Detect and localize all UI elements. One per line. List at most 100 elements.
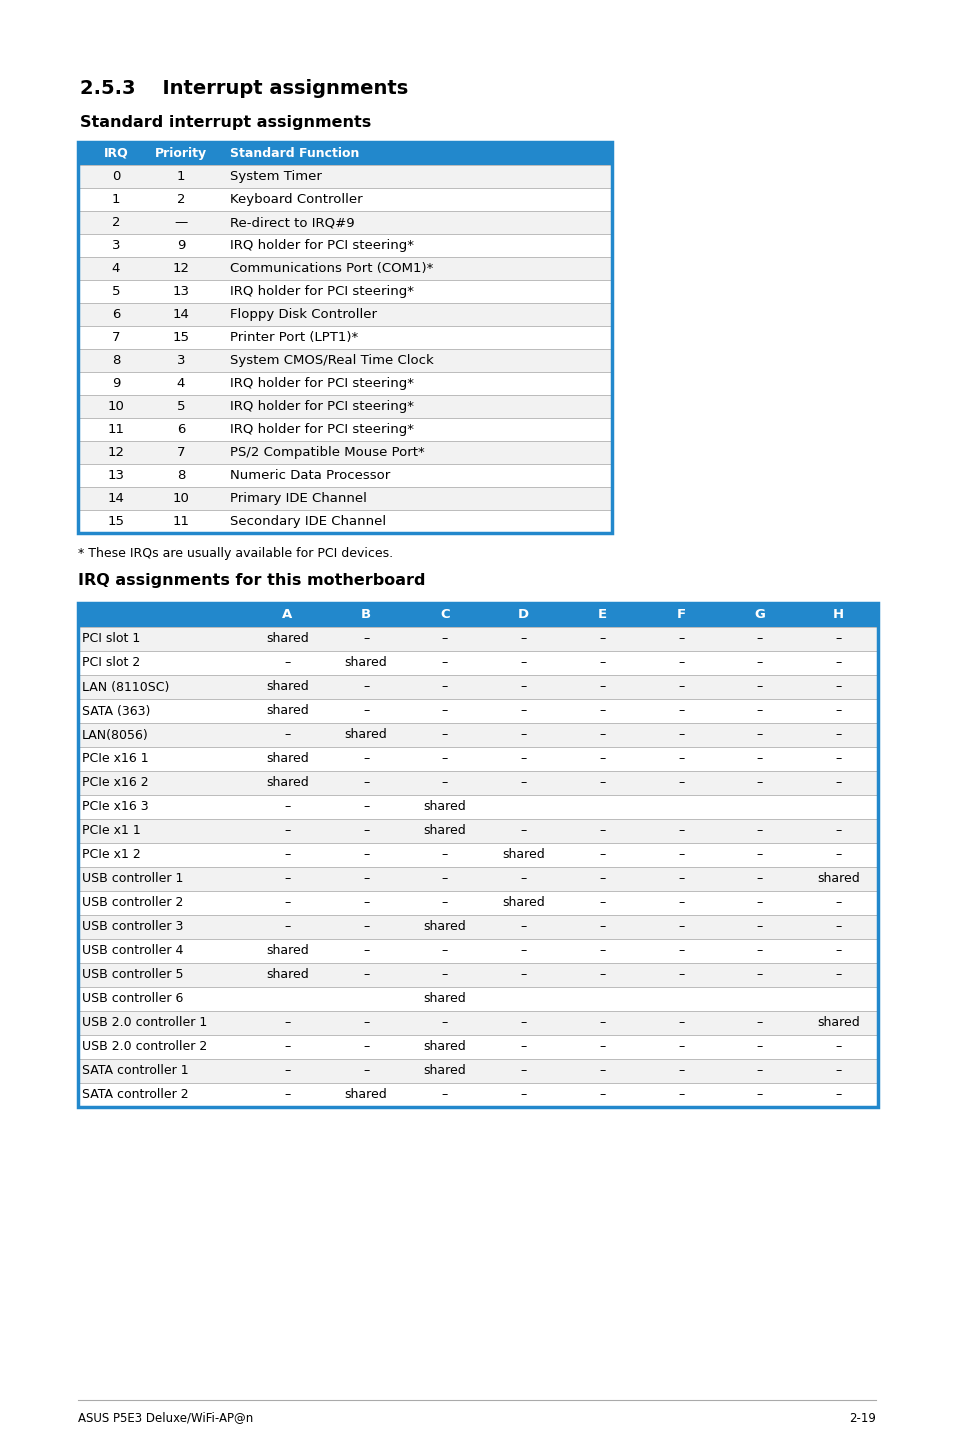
Text: –: –	[756, 657, 762, 670]
Text: 6: 6	[176, 423, 185, 436]
Text: –: –	[678, 824, 683, 837]
Text: –: –	[284, 920, 291, 933]
Text: shared: shared	[266, 777, 309, 789]
Text: IRQ holder for PCI steering*: IRQ holder for PCI steering*	[230, 400, 414, 413]
Text: 3: 3	[112, 239, 120, 252]
Bar	[78, 418, 612, 441]
Text: –: –	[363, 752, 369, 765]
Text: PCIe x16 1: PCIe x16 1	[82, 752, 149, 765]
Text: –: –	[835, 777, 841, 789]
Text: 7: 7	[176, 446, 185, 459]
Text: 4: 4	[112, 262, 120, 275]
Text: shared: shared	[501, 848, 544, 861]
Text: C: C	[439, 608, 449, 621]
Text: –: –	[598, 705, 605, 718]
Bar	[78, 820, 877, 843]
Text: –: –	[756, 896, 762, 909]
Text: Keyboard Controller: Keyboard Controller	[230, 193, 362, 206]
Text: USB controller 6: USB controller 6	[82, 992, 183, 1005]
Text: –: –	[835, 1064, 841, 1077]
Text: 2: 2	[112, 216, 120, 229]
Bar	[78, 699, 877, 723]
Text: shared: shared	[423, 992, 466, 1005]
Text: IRQ holder for PCI steering*: IRQ holder for PCI steering*	[230, 423, 414, 436]
Bar	[78, 915, 877, 939]
Text: –: –	[756, 945, 762, 958]
Text: –: –	[598, 969, 605, 982]
Text: IRQ holder for PCI steering*: IRQ holder for PCI steering*	[230, 239, 414, 252]
Text: –: –	[520, 777, 526, 789]
Text: 13: 13	[108, 469, 125, 482]
Text: –: –	[756, 752, 762, 765]
Text: shared: shared	[817, 873, 859, 886]
Text: –: –	[835, 1089, 841, 1102]
Text: 7: 7	[112, 331, 120, 344]
Text: –: –	[520, 705, 526, 718]
Text: –: –	[284, 1041, 291, 1054]
Bar	[78, 603, 877, 627]
Text: –: –	[363, 705, 369, 718]
Text: –: –	[363, 945, 369, 958]
Text: PCIe x16 2: PCIe x16 2	[82, 777, 149, 789]
Bar	[78, 510, 612, 533]
Text: USB controller 4: USB controller 4	[82, 945, 183, 958]
Text: USB controller 2: USB controller 2	[82, 896, 183, 909]
Text: –: –	[598, 824, 605, 837]
Text: –: –	[678, 1064, 683, 1077]
Text: –: –	[520, 1089, 526, 1102]
Text: –: –	[598, 945, 605, 958]
Text: –: –	[678, 729, 683, 742]
Text: 0: 0	[112, 170, 120, 183]
Text: 10: 10	[108, 400, 124, 413]
Text: –: –	[756, 848, 762, 861]
Bar	[78, 372, 612, 395]
Text: –: –	[284, 873, 291, 886]
Text: –: –	[678, 896, 683, 909]
Text: –: –	[520, 1064, 526, 1077]
Bar	[78, 771, 877, 795]
Text: –: –	[441, 752, 448, 765]
Text: –: –	[363, 873, 369, 886]
Text: –: –	[363, 680, 369, 693]
Text: –: –	[678, 777, 683, 789]
Text: –: –	[284, 657, 291, 670]
Text: –: –	[441, 1017, 448, 1030]
Text: Printer Port (LPT1)*: Printer Port (LPT1)*	[230, 331, 358, 344]
Text: Floppy Disk Controller: Floppy Disk Controller	[230, 308, 376, 321]
Text: –: –	[284, 1064, 291, 1077]
Text: –: –	[441, 896, 448, 909]
Text: –: –	[598, 896, 605, 909]
Bar	[78, 487, 612, 510]
Text: –: –	[598, 657, 605, 670]
Text: –: –	[756, 1064, 762, 1077]
Text: –: –	[756, 729, 762, 742]
Text: –: –	[756, 777, 762, 789]
Text: Standard Function: Standard Function	[230, 147, 359, 160]
Text: –: –	[678, 945, 683, 958]
Text: –: –	[520, 729, 526, 742]
Text: –: –	[598, 1064, 605, 1077]
Bar	[78, 867, 877, 892]
Text: shared: shared	[817, 1017, 859, 1030]
Text: –: –	[756, 1017, 762, 1030]
Text: –: –	[678, 1041, 683, 1054]
Text: –: –	[441, 705, 448, 718]
Text: 11: 11	[172, 515, 190, 528]
Text: shared: shared	[266, 752, 309, 765]
Bar	[78, 843, 877, 867]
Text: –: –	[441, 657, 448, 670]
Bar	[78, 1058, 877, 1083]
Text: shared: shared	[344, 729, 387, 742]
Text: –: –	[835, 680, 841, 693]
Text: –: –	[441, 680, 448, 693]
Text: –: –	[520, 945, 526, 958]
Text: –: –	[598, 680, 605, 693]
Bar	[78, 627, 877, 651]
Text: shared: shared	[423, 920, 466, 933]
Text: 14: 14	[108, 492, 124, 505]
Text: 15: 15	[108, 515, 125, 528]
Text: —: —	[174, 216, 188, 229]
Text: –: –	[363, 896, 369, 909]
Text: –: –	[441, 969, 448, 982]
Text: 8: 8	[112, 354, 120, 367]
